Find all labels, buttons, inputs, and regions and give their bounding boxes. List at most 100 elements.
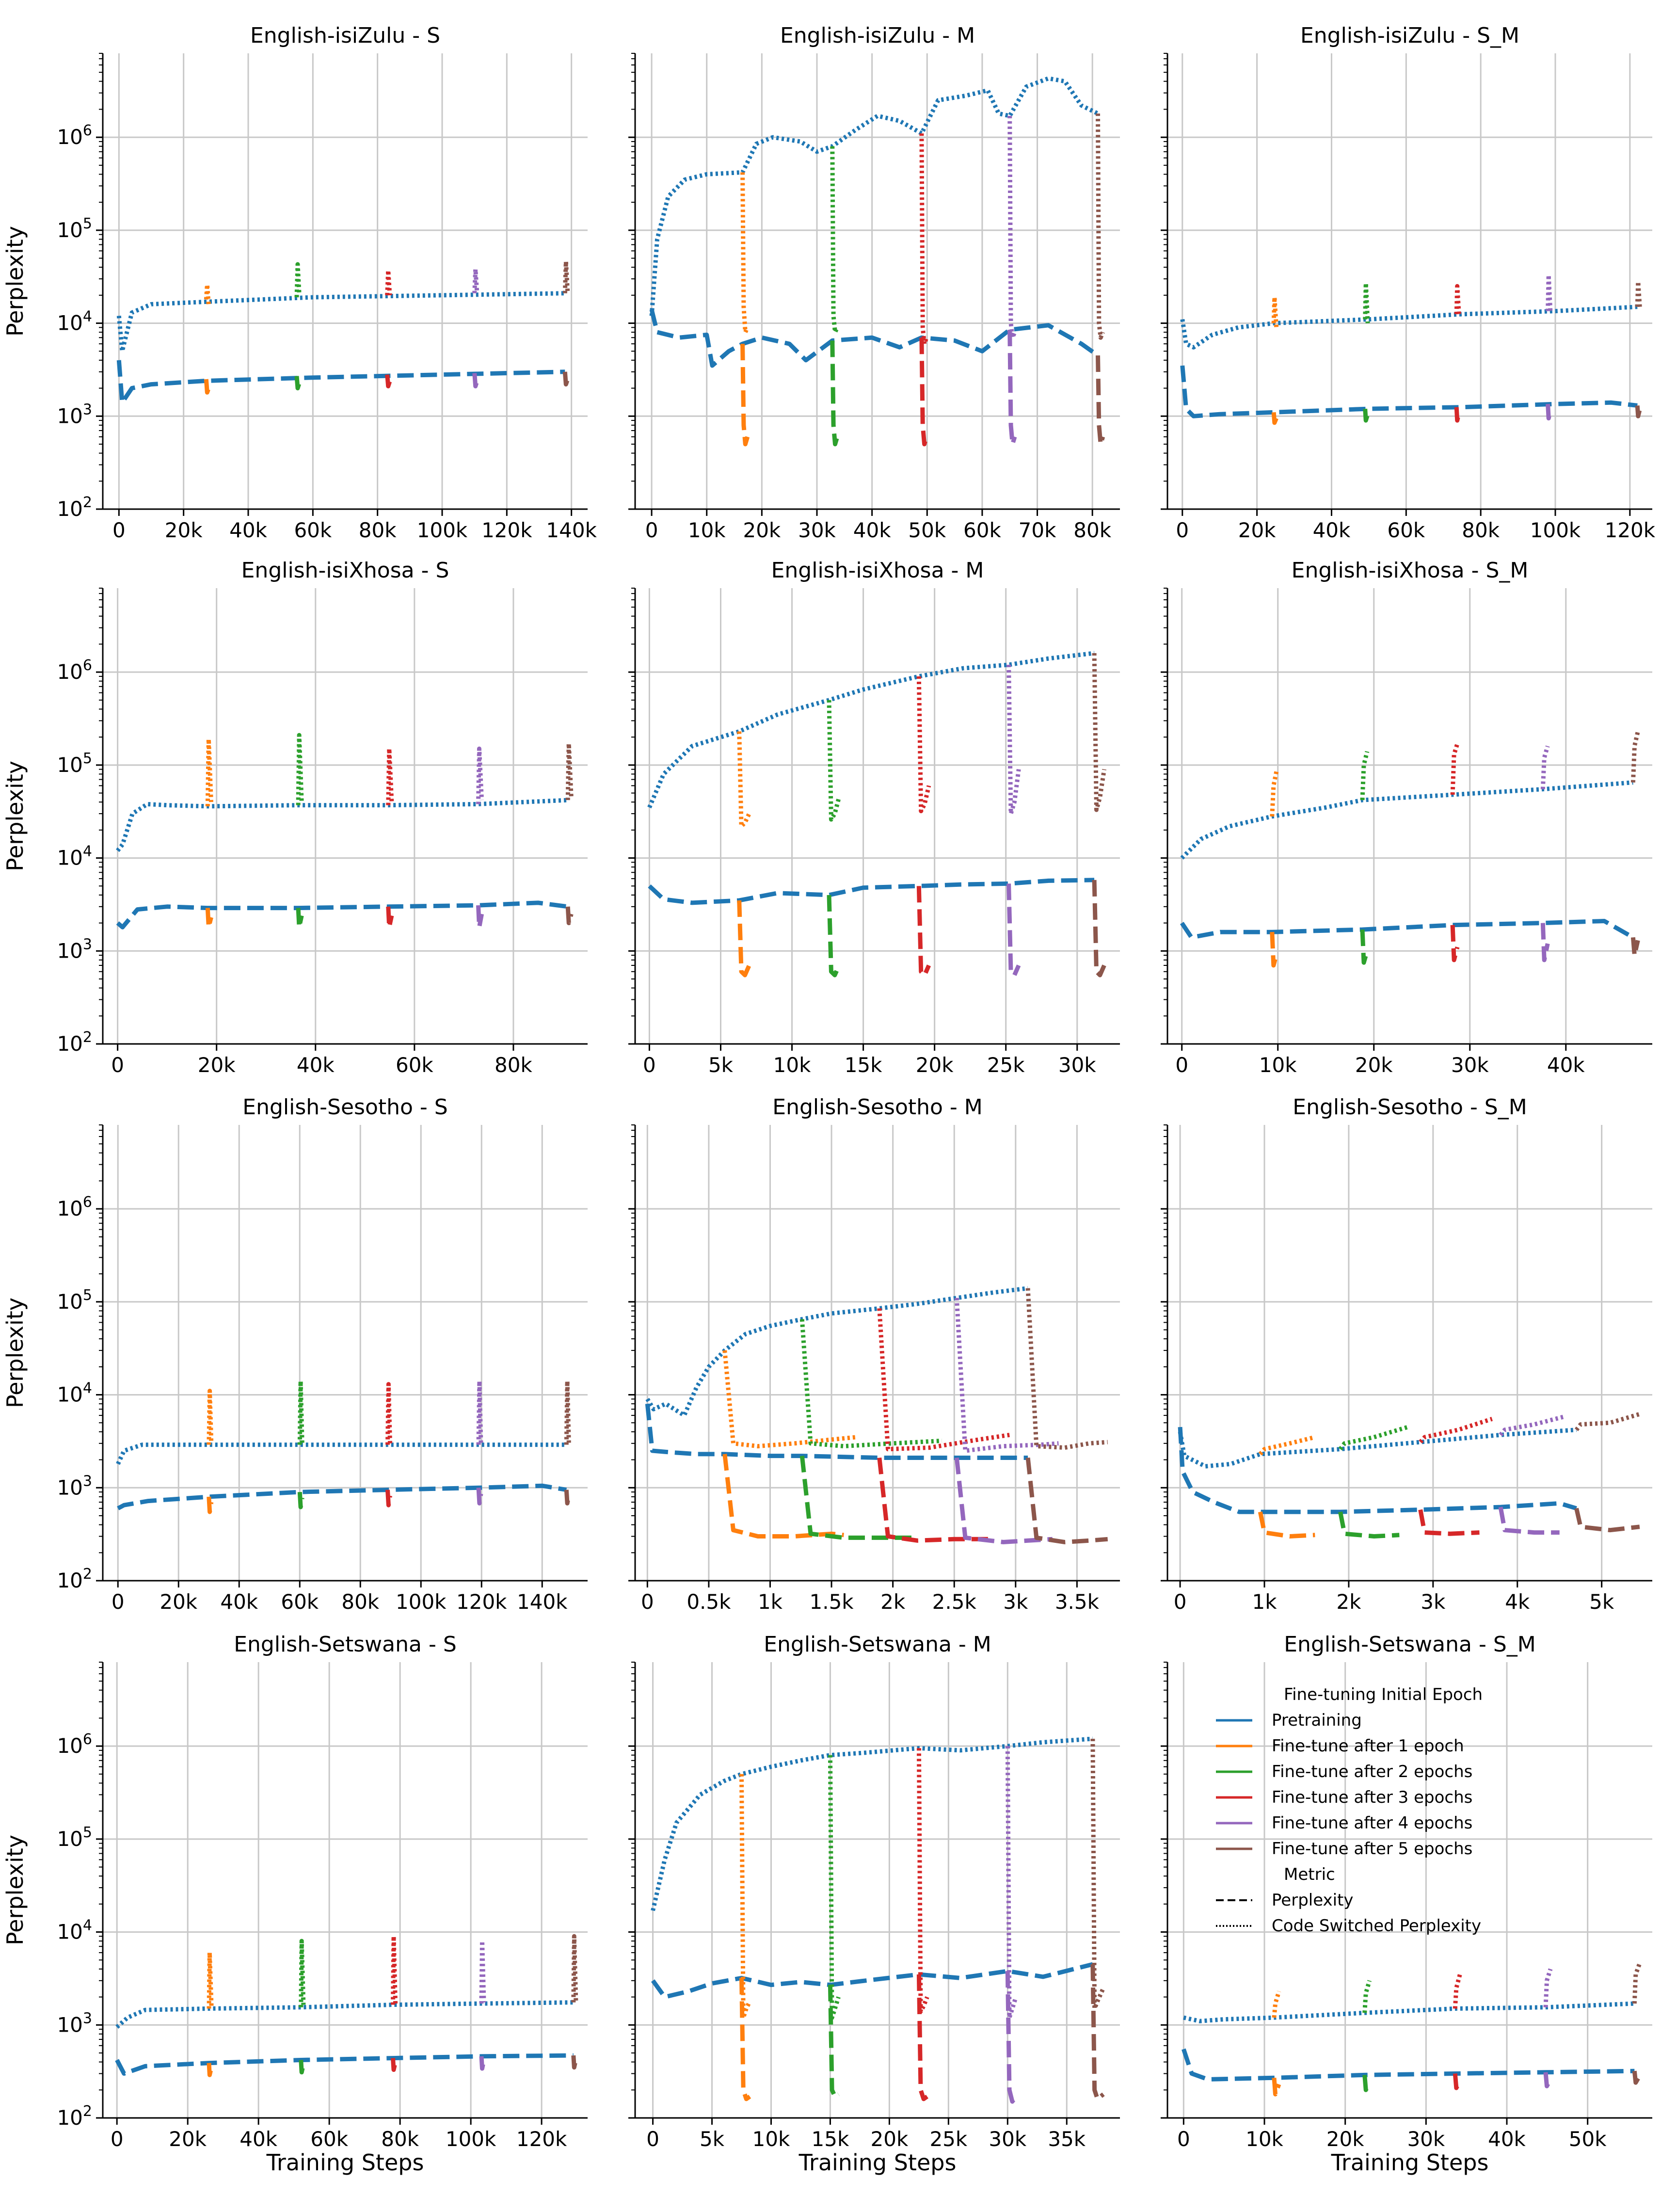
panel-1: 0 20k 40k 60k 80k 100k 120k 140k 102 103 104 105 106… <box>2 23 597 542</box>
legend-hue-title: Fine-tuning Initial Epoch <box>1284 1685 1483 1704</box>
finetune-epoch-3-perplexity-line <box>1450 925 1460 962</box>
x-tick-label: 60k <box>1387 518 1425 542</box>
finetune-epoch-2-code-switched-line <box>1338 1425 1408 1451</box>
series-group <box>116 1379 571 1514</box>
grid <box>103 1662 588 2119</box>
x-tick-label: 0 <box>111 1053 124 1077</box>
finetune-epoch-1-code-switched-line <box>207 1950 214 2009</box>
pretraining-perplexity-line <box>648 878 1095 905</box>
y-tick-label: 103 <box>57 936 92 962</box>
x-tick-label: 30k <box>798 518 836 542</box>
finetune-epoch-4-code-switched-line <box>1540 745 1550 789</box>
x-tick-label: 4k <box>1505 1590 1530 1614</box>
x-tick-label: 100k <box>417 518 468 542</box>
finetune-epoch-4-code-switched-line <box>1007 115 1017 340</box>
x-tick-label: 0 <box>643 1053 656 1077</box>
panel-title: English-isiZulu - M <box>780 23 975 48</box>
x-tick-label: 1k <box>1252 1590 1277 1614</box>
x-tick-label: 70k <box>1019 518 1056 542</box>
finetune-epoch-5-perplexity-line <box>1025 1458 1108 1544</box>
x-tick-label: 60k <box>281 1590 319 1614</box>
x-tick-label: 120k <box>456 1590 507 1614</box>
finetune-epoch-1-code-switched-line <box>205 737 213 806</box>
y-tick-label: 106 <box>57 122 92 149</box>
finetune-epoch-4-perplexity-line <box>1546 404 1553 421</box>
finetune-epoch-5-perplexity-line <box>1635 405 1642 418</box>
panel-11: 0 5k 10k 15k 20k 25k 30k 35k Training Steps Engli… <box>628 1632 1120 2176</box>
finetune-epoch-1-perplexity-line <box>722 1454 844 1539</box>
panel-title: English-isiXhosa - S <box>241 558 449 583</box>
x-tick-label: 20k <box>165 518 203 542</box>
pretraining-code-switched-line <box>116 291 565 353</box>
finetune-epoch-2-code-switched-line <box>799 1319 942 1449</box>
finetune-epoch-1-code-switched-line <box>722 1350 857 1449</box>
panel-title: English-isiZulu - S <box>250 23 440 48</box>
x-tick-label: 120k <box>516 2127 567 2151</box>
finetune-epoch-3-perplexity-line <box>1453 2073 1462 2090</box>
finetune-epoch-5-code-switched-line <box>1632 1963 1642 2004</box>
x-tick-label: 15k <box>845 1053 882 1077</box>
x-tick-label: 120k <box>481 518 532 542</box>
panel-title: English-Setswana - S <box>234 1632 457 1657</box>
finetune-epoch-4-code-switched-line <box>479 1939 486 2004</box>
pretraining-code-switched-line <box>116 1443 567 1465</box>
finetune-epoch-3-code-switched-line <box>919 133 929 346</box>
finetune-epoch-4-code-switched-line <box>476 746 484 804</box>
finetune-epoch-2-code-switched-line <box>299 1939 306 2007</box>
panel-title: English-Sesotho - S <box>242 1095 447 1120</box>
x-tick-label: 20k <box>160 1590 197 1614</box>
finetune-epoch-4-perplexity-line <box>1007 330 1017 447</box>
finetune-epoch-1-perplexity-line <box>1270 932 1279 968</box>
x-tick-label: 40k <box>1488 2127 1526 2151</box>
pretraining-perplexity-line <box>1178 1427 1577 1514</box>
x-tick-label: 40k <box>853 518 891 542</box>
finetune-epoch-5-perplexity-line <box>571 2055 578 2070</box>
x-tick-label: 0 <box>646 2127 659 2151</box>
finetune-epoch-2-perplexity-line <box>296 908 304 930</box>
y-tick-label: 103 <box>57 401 92 428</box>
finetune-epoch-2-code-switched-line <box>1360 751 1370 801</box>
legend-entry: Fine-tune after 4 epochs <box>1272 1813 1472 1833</box>
finetune-epoch-1-perplexity-line <box>1271 412 1278 425</box>
x-tick-label: 3.5k <box>1055 1590 1100 1614</box>
finetune-epoch-2-perplexity-line <box>1362 2075 1372 2092</box>
pretraining-perplexity-line <box>651 1962 1093 2000</box>
grid <box>1167 1662 1652 2119</box>
x-tick-label: 20k <box>871 2127 909 2151</box>
finetune-epoch-3-code-switched-line <box>1453 1973 1462 2009</box>
x-axis-label: Training Steps <box>799 2149 957 2176</box>
finetune-epoch-4-perplexity-line <box>1543 2072 1552 2088</box>
x-tick-label: 140k <box>517 1590 568 1614</box>
finetune-epoch-2-perplexity-line <box>828 1985 840 2099</box>
finetune-epoch-5-code-switched-line <box>1090 1738 1106 2011</box>
panel-9: 0 1k 2k 3k 4k 5k English-Sesotho - S_M <box>1161 1095 1652 1614</box>
series-group <box>651 1736 1106 2104</box>
panel-2: 0 10k 20k 30k 40k 50k 60k 70k 80k English-isiZulu… <box>628 23 1120 542</box>
pretraining-code-switched-line <box>647 651 1095 809</box>
y-tick-label: 102 <box>57 2103 92 2130</box>
y-tick-label: 102 <box>57 1566 92 1592</box>
finetune-epoch-3-code-switched-line <box>385 268 392 296</box>
x-tick-label: 3k <box>1421 1590 1446 1614</box>
x-tick-label: 20k <box>1355 1053 1393 1077</box>
x-tick-label: 40k <box>1547 1053 1585 1077</box>
finetune-epoch-5-perplexity-line <box>1092 880 1106 978</box>
x-tick-label: 60k <box>396 1053 433 1077</box>
finetune-epoch-5-perplexity-line <box>564 1490 571 1506</box>
y-axis-label: Perplexity <box>2 226 28 337</box>
finetune-epoch-1-perplexity-line <box>207 2063 214 2077</box>
finetune-epoch-5-code-switched-line <box>564 1379 571 1445</box>
x-tick-label: 100k <box>1530 518 1581 542</box>
finetune-epoch-1-perplexity-line <box>205 908 213 930</box>
x-tick-label: 60k <box>963 518 1001 542</box>
x-tick-label: 60k <box>310 2127 348 2151</box>
y-tick-label: 106 <box>57 1731 92 1758</box>
finetune-epoch-4-perplexity-line <box>479 2056 486 2071</box>
series-group <box>115 1934 578 2077</box>
finetune-epoch-2-perplexity-line <box>1360 929 1370 965</box>
x-tick-label: 10k <box>773 1053 811 1077</box>
x-tick-label: 30k <box>1407 2127 1445 2151</box>
finetune-epoch-5-perplexity-line <box>1574 1507 1640 1533</box>
finetune-epoch-2-perplexity-line <box>294 376 302 391</box>
pretraining-code-switched-line <box>1183 2001 1635 2023</box>
